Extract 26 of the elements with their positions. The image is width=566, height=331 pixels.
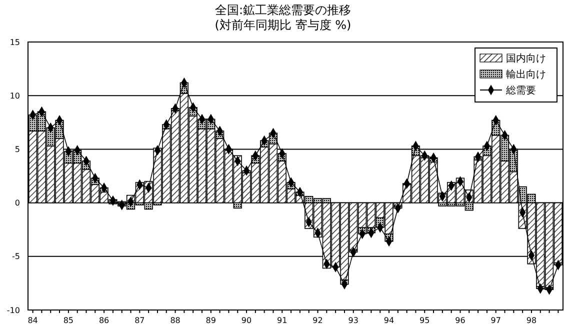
x-tick-label: 95 [420, 316, 430, 325]
x-tick-label: 91 [277, 316, 288, 325]
x-tick-label: 86 [98, 316, 110, 325]
chart-title: 全国:鉱工業総需要の推移 [214, 3, 352, 17]
y-tick-label: 0 [14, 198, 20, 208]
legend-label: 輸出向け [506, 68, 546, 80]
y-tick-label: 5 [14, 145, 20, 154]
x-tick-label: 87 [134, 316, 145, 325]
x-tick-label: 97 [490, 316, 501, 325]
x-tick-label: 98 [526, 316, 537, 325]
x-tick-label: 88 [170, 316, 180, 325]
y-tick-label: -5 [12, 252, 20, 262]
x-tick-label: 93 [348, 316, 358, 325]
x-tick-label: 96 [455, 316, 466, 325]
x-tick-label: 89 [206, 316, 216, 325]
x-tick-label: 84 [28, 316, 38, 325]
x-tick-label: 94 [384, 316, 394, 325]
y-tick-label: 10 [10, 91, 20, 100]
chart-subtitle: (対前年同期比 寄与度 %) [214, 18, 352, 32]
y-tick-label: -10 [6, 306, 20, 315]
x-tick-label: 85 [63, 316, 74, 325]
legend-label: 国内向け [506, 52, 546, 64]
y-tick-label: 15 [10, 38, 20, 47]
legend-label: 総需要 [505, 84, 536, 96]
x-tick-label: 92 [312, 316, 323, 325]
x-tick-label: 90 [241, 316, 252, 325]
